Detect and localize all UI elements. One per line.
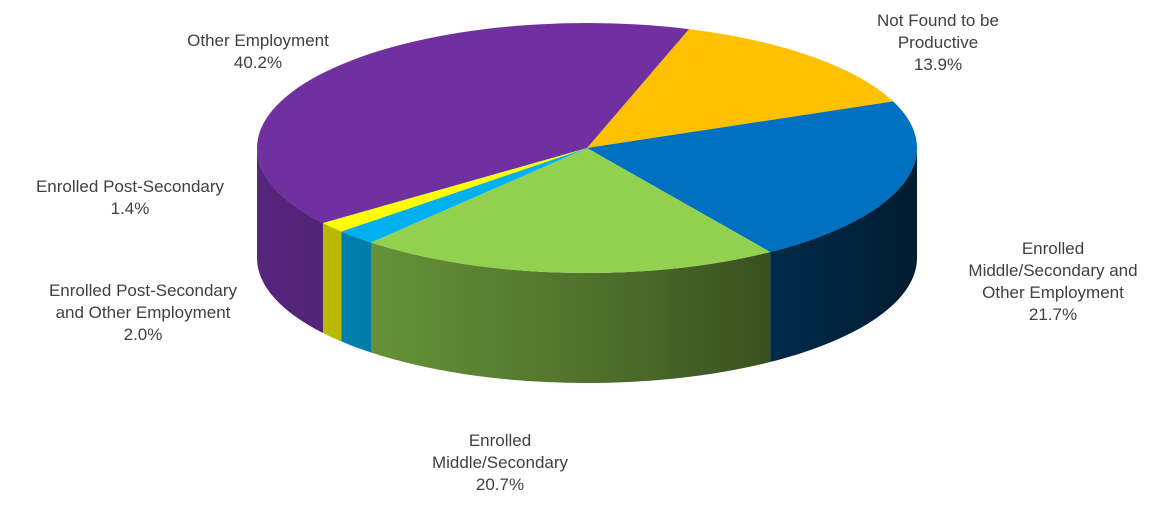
label-line: Enrolled bbox=[468, 431, 532, 450]
slice-side-enrolled-post-secondary-and-other-employment bbox=[341, 231, 372, 353]
slice-side-enrolled-middle-secondary bbox=[371, 242, 771, 383]
label-value: 40.2% bbox=[233, 53, 283, 72]
slice-not-found-to-be-productive bbox=[587, 29, 894, 148]
label-enrolled-post-secondary: Enrolled Post-Secondary 1.4% bbox=[5, 176, 255, 220]
pie-sides bbox=[257, 148, 917, 383]
label-value: 2.0% bbox=[123, 325, 163, 344]
label-other-employment: Other Employment 40.2% bbox=[148, 30, 368, 74]
label-line: Enrolled Post-Secondary bbox=[35, 177, 225, 196]
slice-enrolled-post-secondary-and-other-employment bbox=[341, 148, 587, 243]
label-line: Productive bbox=[897, 33, 979, 52]
slice-side-enrolled-middle-secondary-and-other-employment bbox=[770, 148, 917, 362]
slice-other-employment bbox=[257, 22, 689, 223]
label-value: 20.7% bbox=[475, 475, 525, 494]
slice-side-enrolled-post-secondary bbox=[322, 222, 342, 342]
label-value: 1.4% bbox=[110, 199, 150, 218]
label-line: Middle/Secondary and bbox=[968, 261, 1138, 280]
label-value: 13.9% bbox=[913, 55, 963, 74]
label-line: Other Employment bbox=[187, 31, 329, 50]
slice-enrolled-middle-secondary-and-other-employment bbox=[587, 101, 917, 252]
label-line: Enrolled Post-Secondary bbox=[48, 281, 238, 300]
slice-enrolled-post-secondary bbox=[322, 148, 587, 232]
label-line: Enrolled bbox=[1021, 239, 1085, 258]
label-value: 21.7% bbox=[1028, 305, 1078, 324]
label-enrolled-post-secondary-and-other-employment: Enrolled Post-Secondary and Other Employm… bbox=[18, 280, 268, 346]
label-enrolled-middle-secondary: Enrolled Middle/Secondary 20.7% bbox=[395, 430, 605, 496]
pie-top-slices bbox=[257, 22, 917, 273]
label-line: and Other Employment bbox=[55, 303, 231, 322]
slice-side-other-employment bbox=[257, 148, 323, 333]
label-line: Not Found to be bbox=[877, 11, 999, 30]
label-line: Other Employment bbox=[982, 283, 1124, 302]
slice-enrolled-middle-secondary bbox=[371, 148, 771, 273]
label-line: Middle/Secondary bbox=[431, 453, 569, 472]
label-enrolled-middle-secondary-and-other-employment: Enrolled Middle/Secondary and Other Employ… bbox=[938, 238, 1168, 326]
label-not-found-to-be-productive: Not Found to be Productive 13.9% bbox=[858, 10, 1018, 76]
